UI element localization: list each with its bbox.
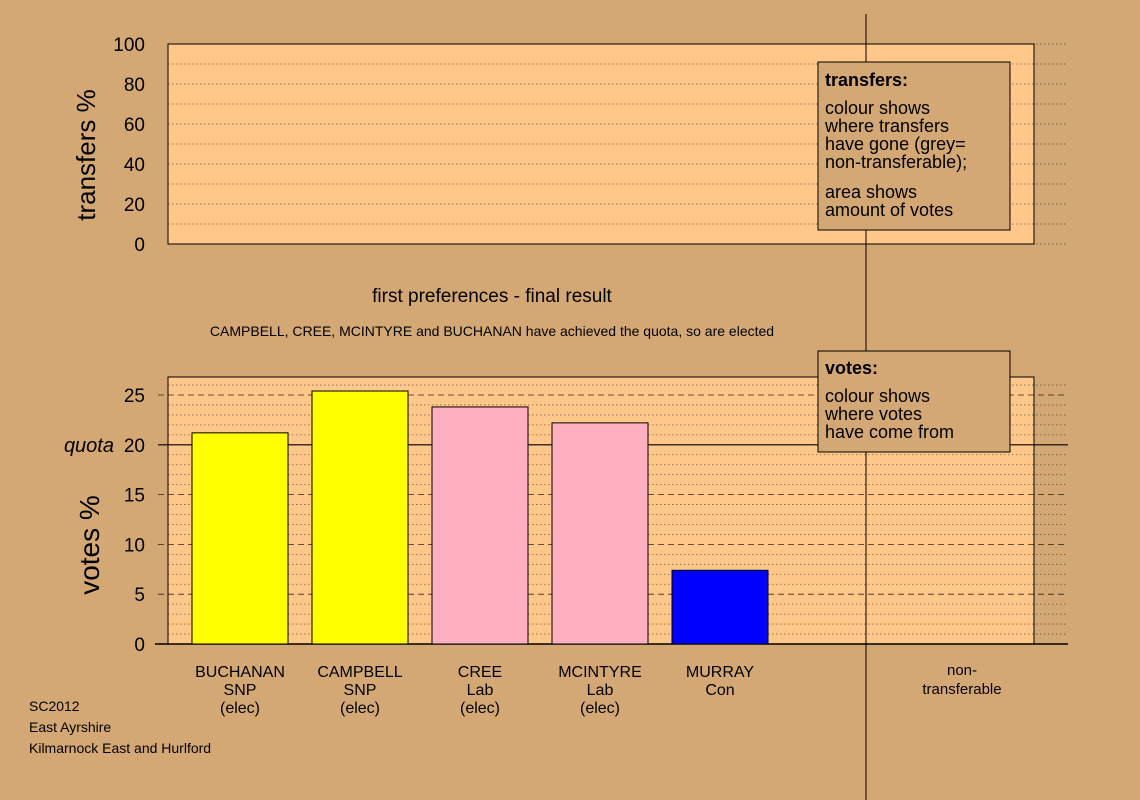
footer-line: East Ayrshire (29, 719, 111, 735)
transfers-legend-line: have gone (grey= (825, 134, 966, 154)
transfers-legend-box (817, 61, 1011, 231)
transfers-axis-ticks: 0 20 40 60 80 100 (113, 35, 145, 256)
votes-tick-label: 5 (134, 585, 145, 606)
candidate-name: MURRAY (686, 664, 754, 681)
transfers-tick-label: 0 (134, 235, 145, 256)
candidate-party: Lab (467, 682, 494, 699)
stage-note: CAMPBELL, CREE, MCINTYRE and BUCHANAN ha… (210, 323, 774, 339)
candidate-status: (elec) (340, 700, 380, 717)
transfers-tick-label: 100 (113, 35, 145, 56)
quota-label: quota (64, 435, 114, 457)
votes-bars (191, 390, 769, 645)
stage-title: first preferences - final result (372, 286, 612, 307)
transfers-legend-line: non-transferable); (825, 152, 967, 172)
candidate-party: SNP (224, 682, 257, 699)
votes-tick-label: 25 (124, 386, 145, 407)
candidate-name: MCINTYRE (558, 664, 642, 681)
votes-legend-line: colour shows (825, 386, 930, 406)
transfers-legend-line: area shows (825, 182, 917, 202)
transfers-axis-label: transfers % (71, 89, 101, 221)
votes-axis-label: votes % (74, 495, 105, 595)
votes-legend-line: where votes (824, 404, 922, 424)
non-transferable-label: transferable (922, 681, 1001, 698)
transfers-legend: transfers: colour shows where transfers … (817, 61, 1011, 231)
transfers-legend-line: colour shows (825, 98, 930, 118)
candidate-status: (elec) (220, 700, 260, 717)
candidate-name: CREE (458, 664, 502, 681)
bar-mcintyre (551, 422, 649, 645)
votes-tick-label: 15 (124, 486, 145, 507)
transfers-tick-label: 20 (124, 195, 145, 216)
votes-legend-line: have come from (825, 422, 954, 442)
bar-murray (671, 569, 769, 645)
candidate-labels: BUCHANANSNP(elec)CAMPBELLSNP(elec)CREELa… (195, 662, 1002, 717)
footer-line: Kilmarnock East and Hurlford (29, 740, 211, 756)
votes-axis-ticks: 0 5 10 15 20 25 (124, 386, 145, 656)
votes-legend-box (817, 350, 1011, 453)
transfers-tick-label: 60 (124, 115, 145, 136)
bar-cree (431, 406, 529, 645)
transfers-legend-title: transfers: (825, 70, 908, 90)
candidate-name: CAMPBELL (317, 664, 402, 681)
footer: SC2012 East Ayrshire Kilmarnock East and… (29, 698, 211, 756)
transfers-tick-label: 80 (124, 75, 145, 96)
candidate-party: Lab (587, 682, 614, 699)
bar-campbell (311, 390, 409, 645)
transfers-legend-line: amount of votes (825, 200, 953, 220)
footer-line: SC2012 (29, 698, 80, 714)
votes-tick-label: 10 (124, 535, 145, 556)
votes-legend-title: votes: (825, 358, 878, 378)
non-transferable-label: non- (947, 662, 977, 679)
candidate-party: Con (705, 682, 734, 699)
bar-buchanan (191, 432, 289, 645)
votes-tick-label: 0 (134, 635, 145, 656)
votes-legend: votes: colour shows where votes have com… (817, 350, 1011, 453)
candidate-status: (elec) (580, 700, 620, 717)
candidate-status: (elec) (460, 700, 500, 717)
candidate-name: BUCHANAN (195, 664, 285, 681)
transfers-tick-label: 40 (124, 155, 145, 176)
transfers-legend-line: where transfers (824, 116, 949, 136)
votes-tick-label: 20 (124, 436, 145, 457)
candidate-party: SNP (344, 682, 377, 699)
